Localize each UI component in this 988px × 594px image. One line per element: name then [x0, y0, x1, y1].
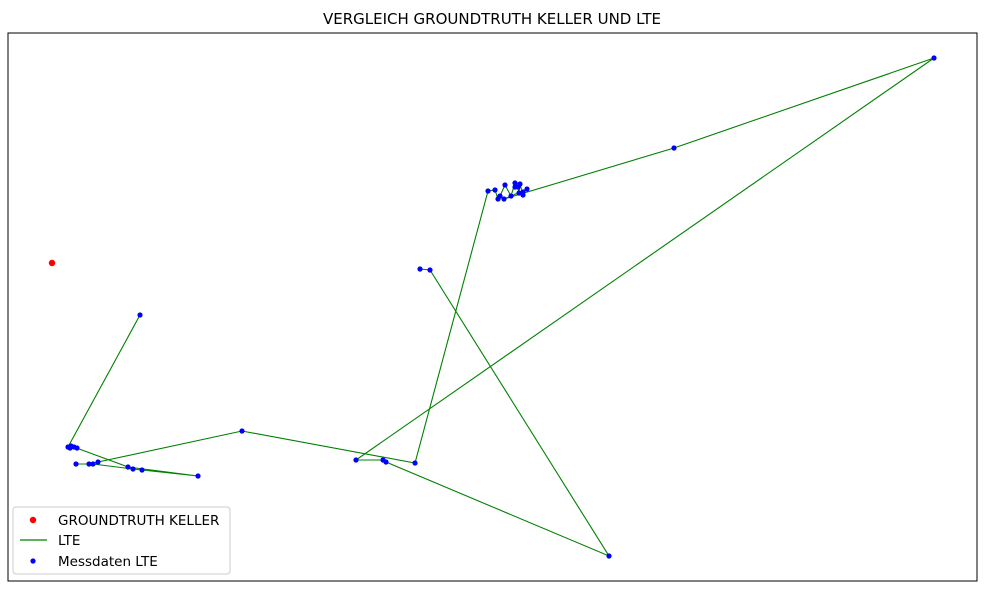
series-messdaten-lte [65, 55, 937, 559]
data-point-messdaten-lte [671, 145, 677, 151]
legend: GROUNDTRUTH KELLER LTE Messdaten LTE [12, 506, 231, 575]
plot-area-frame [7, 32, 978, 582]
data-point-messdaten-lte [427, 267, 433, 273]
data-point-messdaten-lte [353, 457, 359, 463]
data-point-messdaten-lte [412, 460, 418, 466]
data-point-messdaten-lte [86, 461, 92, 467]
chart-title: VERGLEICH GROUNDTRUTH KELLER UND LTE [323, 10, 661, 28]
data-point-messdaten-lte [501, 196, 507, 202]
legend-box [12, 506, 231, 575]
data-point-messdaten-lte [516, 190, 522, 196]
legend-marker-messdaten [30, 558, 36, 564]
data-point-messdaten-lte [90, 461, 96, 467]
data-point-messdaten-lte [524, 186, 530, 192]
data-point-messdaten-lte [497, 193, 503, 199]
data-point-messdaten-lte [125, 464, 131, 470]
data-point-messdaten-lte [130, 466, 136, 472]
data-point-messdaten-lte [239, 428, 245, 434]
data-point-messdaten-lte [512, 180, 518, 186]
legend-marker-groundtruth [29, 516, 37, 524]
legend-label-messdaten: Messdaten LTE [58, 554, 158, 570]
data-point-messdaten-lte [520, 189, 526, 195]
plot-layer [48, 55, 937, 559]
data-point-messdaten-lte [517, 181, 523, 187]
data-point-messdaten-lte [417, 266, 423, 272]
data-point-messdaten-lte [137, 312, 143, 318]
data-point-messdaten-lte [195, 473, 201, 479]
data-point-messdaten-lte [502, 182, 508, 188]
data-point-groundtruth-keller [48, 259, 56, 267]
data-point-messdaten-lte [508, 193, 514, 199]
data-point-messdaten-lte [68, 443, 74, 449]
data-point-messdaten-lte [485, 188, 491, 194]
data-point-messdaten-lte [74, 445, 80, 451]
data-point-messdaten-lte [931, 55, 937, 61]
data-point-messdaten-lte [383, 459, 389, 465]
data-point-messdaten-lte [492, 187, 498, 193]
legend-label-groundtruth: GROUNDTRUTH KELLER [58, 513, 219, 529]
data-point-messdaten-lte [139, 467, 145, 473]
legend-label-lte: LTE [58, 533, 80, 549]
data-point-messdaten-lte [73, 461, 79, 467]
series-groundtruth-keller [48, 259, 56, 267]
data-point-messdaten-lte [606, 553, 612, 559]
data-point-messdaten-lte [95, 459, 101, 465]
